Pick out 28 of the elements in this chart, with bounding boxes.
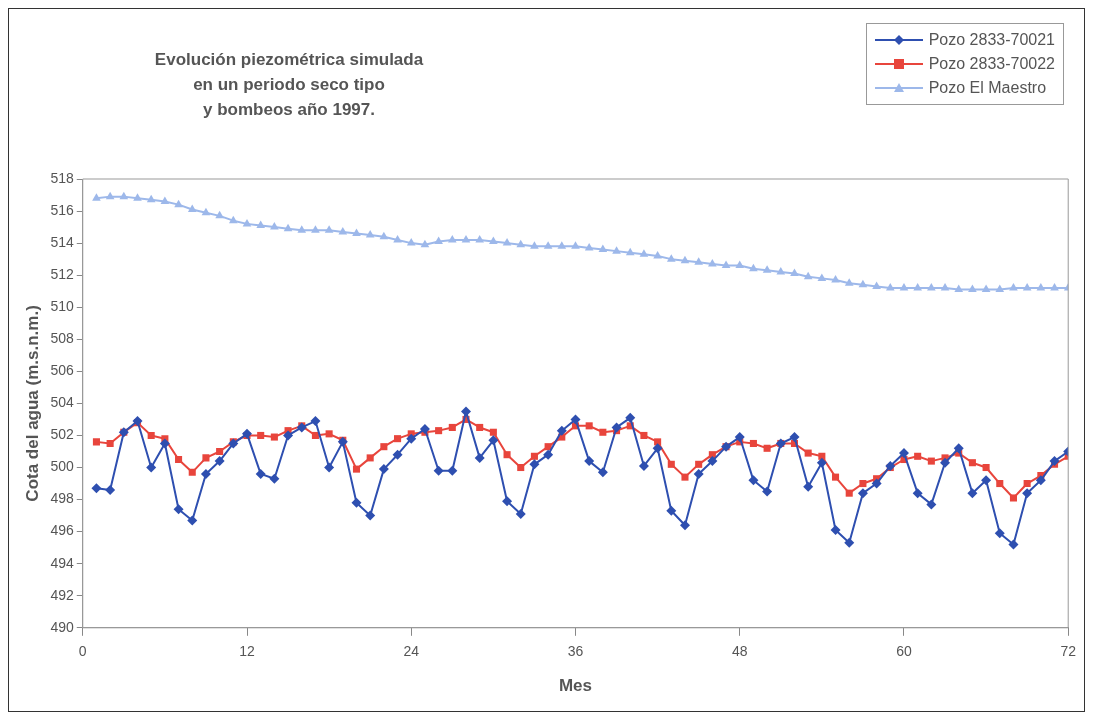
y-tick-label: 508 [50,330,74,347]
x-tick-label: 60 [896,643,912,660]
legend-label: Pozo El Maestro [928,79,1047,97]
y-tick-label: 504 [50,394,74,411]
y-tick-label: 492 [50,586,74,603]
y-tick-label: 502 [50,426,74,443]
y-tick-label: 506 [50,362,74,379]
x-tick-label: 24 [403,643,420,660]
y-tick-label: 510 [50,298,74,315]
y-tick-label: 498 [50,490,74,507]
y-tick-label: 496 [50,522,74,539]
legend-label: Pozo 2833-70022 [928,55,1055,73]
chart-title: Evolución piezométrica simulada en un periodo seco tipo y bombeos año 1997. [153,49,425,121]
y-tick-label: 490 [50,618,74,635]
y-tick-label: 500 [50,458,74,475]
x-tick-label: 12 [239,643,255,660]
y-tick-label: 514 [50,233,74,250]
y-tick-label: 494 [50,554,74,571]
y-tick-label: 512 [50,266,74,283]
x-tick-label: 72 [1060,643,1077,660]
y-axis-title: Cota del agua (m.s.n.m.) [22,305,42,502]
legend-label: Pozo 2833-70021 [928,31,1055,49]
x-axis-title: Mes [558,676,593,696]
y-tick-label: 518 [50,169,74,186]
x-tick-label: 36 [567,643,584,660]
y-tick-label: 516 [50,201,74,218]
x-tick-label: 0 [78,643,87,660]
x-tick-label: 48 [731,643,748,660]
